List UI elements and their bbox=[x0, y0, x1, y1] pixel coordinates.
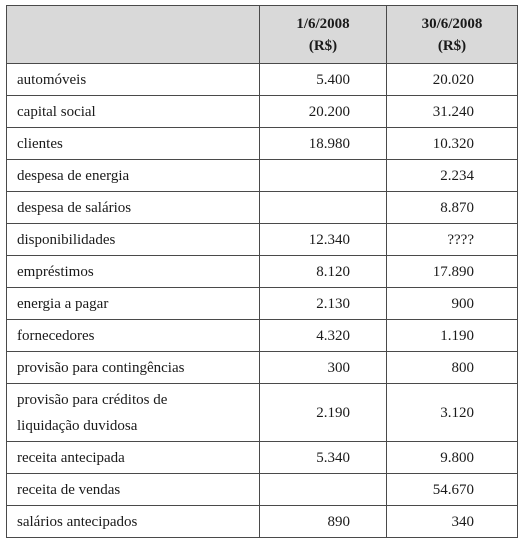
row-value-col-a bbox=[259, 473, 387, 506]
row-label: despesa de energia bbox=[6, 159, 260, 192]
row-value-col-b: 900 bbox=[386, 287, 518, 320]
header-row: 1/6/2008 (R$) 30/6/2008 (R$) bbox=[6, 5, 518, 64]
row-label: receita antecipada bbox=[6, 441, 260, 474]
table-row: clientes 18.980 10.320 bbox=[6, 127, 518, 160]
row-value-col-a: 890 bbox=[259, 505, 387, 538]
header-col-a-unit: (R$) bbox=[308, 37, 338, 54]
table-row: provisão para créditos de liquidação duv… bbox=[6, 383, 518, 442]
row-label-line2: liquidação duvidosa bbox=[17, 417, 138, 434]
table-row: disponibilidades 12.340 ???? bbox=[6, 223, 518, 256]
row-value-col-b: 10.320 bbox=[386, 127, 518, 160]
row-value-col-b: 20.020 bbox=[386, 63, 518, 96]
row-value-col-a bbox=[259, 159, 387, 192]
row-value-col-a: 4.320 bbox=[259, 319, 387, 352]
row-value-col-a: 12.340 bbox=[259, 223, 387, 256]
row-value-col-b: 3.120 bbox=[386, 383, 518, 442]
row-value-col-b: 17.890 bbox=[386, 255, 518, 288]
row-label: fornecedores bbox=[6, 319, 260, 352]
table-row: automóveis 5.400 20.020 bbox=[6, 63, 518, 96]
row-value-col-b: 340 bbox=[386, 505, 518, 538]
header-col-a-date: 1/6/2008 bbox=[296, 15, 350, 32]
row-label: clientes bbox=[6, 127, 260, 160]
table-row: energia a pagar 2.130 900 bbox=[6, 287, 518, 320]
table-row: despesa de salários 8.870 bbox=[6, 191, 518, 224]
table-row: receita de vendas 54.670 bbox=[6, 473, 518, 506]
row-value-col-a: 2.130 bbox=[259, 287, 387, 320]
row-value-col-a bbox=[259, 191, 387, 224]
table-row: despesa de energia 2.234 bbox=[6, 159, 518, 192]
balance-table: 1/6/2008 (R$) 30/6/2008 (R$) automóveis … bbox=[6, 5, 518, 538]
header-blank-cell bbox=[6, 5, 260, 64]
row-value-col-a: 8.120 bbox=[259, 255, 387, 288]
row-label: receita de vendas bbox=[6, 473, 260, 506]
row-label: disponibilidades bbox=[6, 223, 260, 256]
header-col-b: 30/6/2008 (R$) bbox=[386, 5, 518, 64]
header-col-b-date: 30/6/2008 bbox=[421, 15, 483, 32]
table-body: automóveis 5.400 20.020 capital social 2… bbox=[6, 63, 518, 538]
row-value-col-a: 5.340 bbox=[259, 441, 387, 474]
row-value-col-b: 1.190 bbox=[386, 319, 518, 352]
row-label: salários antecipados bbox=[6, 505, 260, 538]
table-header: 1/6/2008 (R$) 30/6/2008 (R$) bbox=[6, 5, 518, 64]
row-value-col-a: 5.400 bbox=[259, 63, 387, 96]
table-row: salários antecipados 890 340 bbox=[6, 505, 518, 538]
row-label-line1: provisão para créditos de bbox=[17, 391, 168, 408]
row-value-col-b: 54.670 bbox=[386, 473, 518, 506]
table-row: provisão para contingências 300 800 bbox=[6, 351, 518, 384]
row-value-col-b: 2.234 bbox=[386, 159, 518, 192]
row-label: despesa de salários bbox=[6, 191, 260, 224]
row-value-col-a: 18.980 bbox=[259, 127, 387, 160]
row-label: provisão para contingências bbox=[6, 351, 260, 384]
row-value-col-b: ???? bbox=[386, 223, 518, 256]
row-label: provisão para créditos de liquidação duv… bbox=[6, 383, 260, 442]
table-row: empréstimos 8.120 17.890 bbox=[6, 255, 518, 288]
header-col-b-unit: (R$) bbox=[437, 37, 467, 54]
row-value-col-b: 8.870 bbox=[386, 191, 518, 224]
row-label: empréstimos bbox=[6, 255, 260, 288]
row-value-col-a: 2.190 bbox=[259, 383, 387, 442]
row-label: capital social bbox=[6, 95, 260, 128]
row-label: energia a pagar bbox=[6, 287, 260, 320]
row-value-col-a: 20.200 bbox=[259, 95, 387, 128]
row-value-col-b: 800 bbox=[386, 351, 518, 384]
row-label: automóveis bbox=[6, 63, 260, 96]
row-value-col-a: 300 bbox=[259, 351, 387, 384]
table-row: capital social 20.200 31.240 bbox=[6, 95, 518, 128]
header-col-a: 1/6/2008 (R$) bbox=[259, 5, 387, 64]
table-row: receita antecipada 5.340 9.800 bbox=[6, 441, 518, 474]
row-value-col-b: 31.240 bbox=[386, 95, 518, 128]
balance-table-container: 1/6/2008 (R$) 30/6/2008 (R$) automóveis … bbox=[6, 5, 518, 538]
table-row: fornecedores 4.320 1.190 bbox=[6, 319, 518, 352]
row-value-col-b: 9.800 bbox=[386, 441, 518, 474]
